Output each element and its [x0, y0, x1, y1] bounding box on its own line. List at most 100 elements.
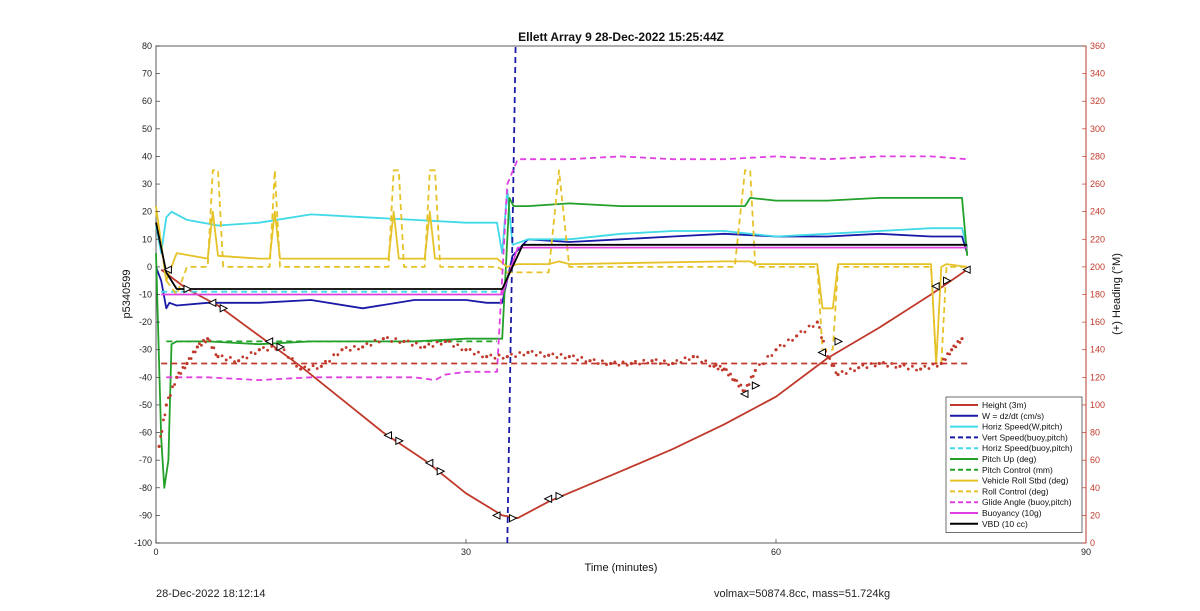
heading-point [435, 340, 439, 344]
heading-point [311, 364, 315, 368]
height-marker [424, 458, 434, 468]
heading-point [526, 350, 530, 355]
heading-point [216, 355, 220, 359]
heading-point [958, 341, 962, 344]
heading-point [402, 339, 406, 344]
heading-point [857, 366, 861, 370]
y-tick-label: 70 [142, 69, 152, 79]
heading-point [171, 385, 174, 389]
heading-point [340, 348, 344, 352]
y-tick-label: 60 [142, 96, 152, 106]
heading-point [737, 384, 741, 388]
heading-point [200, 343, 203, 347]
legend: Height (3m)W = dz/dt (cm/s)Horiz Speed(W… [945, 396, 1083, 533]
y-axis-label: p5340599 [121, 270, 133, 319]
heading-point [390, 340, 393, 343]
heading-point [514, 355, 517, 359]
heading-point [307, 368, 311, 372]
height-marker [834, 337, 844, 346]
y2-tick-label: 300 [1090, 124, 1105, 134]
heading-point [906, 367, 910, 371]
heading-point [510, 352, 513, 356]
heading-point [249, 351, 253, 354]
heading-point [826, 355, 830, 359]
heading-point [233, 360, 236, 363]
heading-point [563, 356, 567, 360]
heading-point [834, 371, 838, 375]
y2-tick-label: 0 [1090, 538, 1095, 548]
heading-point [282, 348, 286, 352]
heading-point [727, 373, 730, 377]
heading-point [212, 346, 216, 350]
legend-entry: Vehicle Roll Stbd (deg) [982, 476, 1069, 486]
heading-point [580, 356, 584, 359]
heading-point [332, 353, 336, 357]
heading-point [266, 348, 269, 352]
heading-point [262, 346, 265, 349]
footer-summary: volmax=50874.8cc, mass=51.724kg [714, 588, 891, 600]
heading-point [163, 413, 167, 417]
x-tick-label: 60 [771, 547, 781, 557]
heading-point [522, 353, 526, 357]
heading-point [551, 352, 555, 356]
heading-point [468, 348, 472, 351]
marker-layer [163, 265, 971, 523]
heading-point [452, 345, 455, 348]
heading-point [229, 356, 232, 359]
legend-box [945, 396, 1083, 533]
heading-point [319, 364, 323, 368]
legend-entry: Height (3m) [982, 400, 1027, 410]
height-marker [543, 494, 553, 504]
heading-point [489, 353, 493, 357]
y-tick-label: 0 [147, 262, 152, 272]
heading-point [398, 341, 402, 344]
heading-point [714, 363, 718, 367]
series-roll-control-deg [155, 169, 968, 365]
heading-point [716, 367, 720, 371]
heading-point [667, 363, 670, 367]
series-w-dz-dt-cm-s [155, 232, 969, 310]
heading-point [183, 366, 187, 370]
heading-point [588, 359, 592, 363]
y-tick-label: 10 [142, 234, 152, 244]
heading-point [898, 364, 902, 368]
y-tick-label: 40 [142, 151, 152, 161]
height-marker [817, 348, 826, 357]
heading-point [954, 345, 958, 349]
heading-point [718, 364, 722, 368]
legend-entry: Pitch Up (deg) [982, 454, 1036, 464]
heading-point [543, 354, 546, 358]
series-heading-m [157, 320, 964, 448]
heading-point [179, 372, 183, 375]
y-tick-label: 20 [142, 207, 152, 217]
y2-tick-label: 180 [1090, 290, 1105, 300]
heading-point [381, 337, 385, 341]
heading-point [601, 359, 604, 363]
heading-point [394, 337, 398, 341]
height-marker [436, 466, 446, 476]
series-glide-angle-buoy-pitch [166, 155, 968, 382]
y-tick-label: 50 [142, 124, 152, 134]
y2-tick-label: 80 [1090, 428, 1100, 438]
y-tick-label: -40 [139, 372, 152, 382]
heading-point [431, 345, 435, 348]
heading-point [853, 369, 856, 373]
heading-point [464, 348, 468, 352]
heading-point [758, 363, 761, 367]
series-vbd-10-cc [155, 222, 968, 290]
height-marker [943, 276, 952, 286]
heading-point [865, 366, 869, 370]
heading-point [419, 346, 422, 349]
height-marker [207, 298, 217, 308]
heading-point [410, 343, 414, 347]
heading-point [844, 372, 848, 375]
legend-entry: Pitch Control (mm) [982, 465, 1053, 475]
heading-point [198, 342, 201, 346]
y2-tick-label: 280 [1090, 151, 1105, 161]
heading-point [950, 348, 954, 352]
heading-point [415, 341, 418, 345]
y-tick-label: -100 [134, 538, 152, 548]
heading-point [894, 365, 898, 369]
y-tick-label: -80 [139, 483, 152, 493]
heading-point [807, 324, 811, 328]
